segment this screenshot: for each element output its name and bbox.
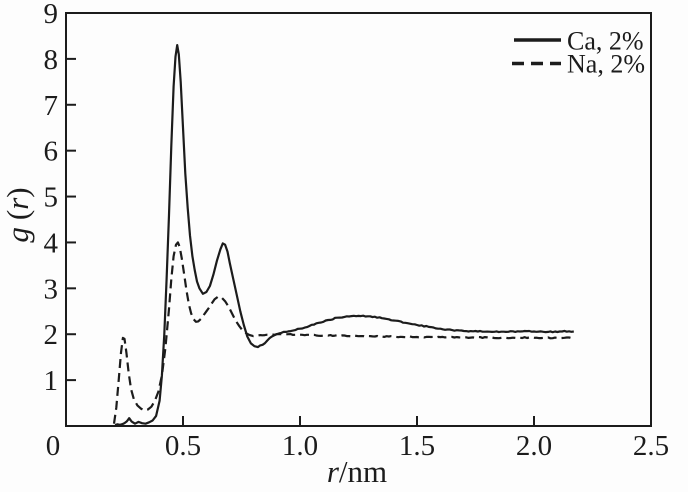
- x-tick-label: 1.5: [399, 430, 435, 462]
- y-axis-title: g (r): [0, 187, 35, 242]
- x-tick-label: 1.0: [282, 430, 318, 462]
- y-tick-label: 2: [44, 319, 59, 351]
- y-tick-label: 4: [44, 227, 59, 259]
- legend-label-na: Na, 2%: [567, 50, 645, 79]
- legend-label-ca: Ca, 2%: [567, 27, 644, 56]
- x-axis-title: r/nm: [327, 454, 387, 489]
- legend: Ca, 2% Na, 2%: [512, 27, 645, 79]
- x-tick-label: 2.5: [633, 430, 669, 462]
- curve-na: [112, 241, 574, 424]
- x-axis-title-symbol: r: [327, 454, 340, 489]
- axis-ticks: [67, 57, 535, 425]
- x-tick-label: 0: [46, 430, 61, 462]
- axis-tick-labels: 0 0.5 1.0 1.5 2.0 2.5 1 2 3 4 5 6 7 8 9: [44, 0, 670, 462]
- x-tick-label: 0.5: [165, 430, 201, 462]
- y-axis-title-symbol: g: [0, 227, 35, 243]
- y-axis-title-close-paren: ): [0, 187, 35, 197]
- y-tick-label: 7: [44, 90, 59, 122]
- y-tick-label: 3: [44, 273, 59, 305]
- plot-frame: [65, 12, 652, 427]
- curve-ca: [114, 44, 574, 427]
- y-tick-label: 6: [44, 136, 59, 168]
- data-curves: [112, 44, 574, 427]
- y-tick-label: 9: [44, 0, 59, 30]
- y-tick-label: 5: [44, 182, 59, 214]
- x-axis-title-unit: /nm: [339, 454, 387, 489]
- y-axis-title-arg: r: [0, 197, 35, 210]
- x-tick-label: 2.0: [516, 430, 552, 462]
- y-axis-title-open-paren: (: [0, 210, 35, 220]
- y-tick-label: 8: [44, 44, 59, 76]
- y-tick-label: 1: [44, 365, 59, 397]
